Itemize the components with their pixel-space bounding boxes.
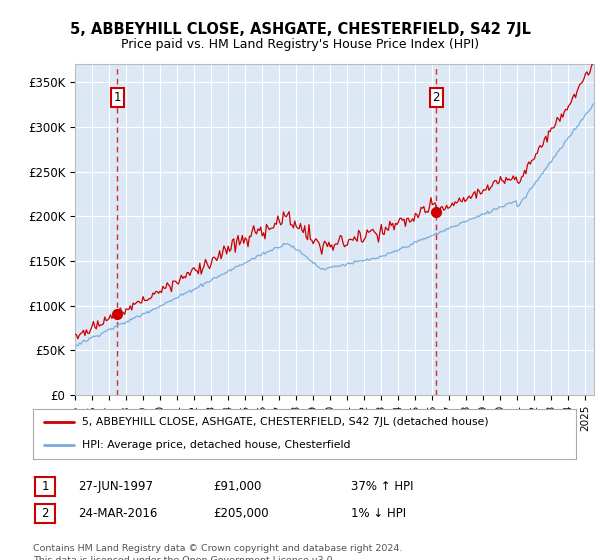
Text: 5, ABBEYHILL CLOSE, ASHGATE, CHESTERFIELD, S42 7JL: 5, ABBEYHILL CLOSE, ASHGATE, CHESTERFIEL… [70, 22, 530, 38]
Text: 1: 1 [113, 91, 121, 104]
Text: 2: 2 [41, 507, 49, 520]
Text: £205,000: £205,000 [213, 507, 269, 520]
Text: £91,000: £91,000 [213, 479, 262, 493]
Text: Contains HM Land Registry data © Crown copyright and database right 2024.
This d: Contains HM Land Registry data © Crown c… [33, 544, 403, 560]
Text: 2: 2 [433, 91, 440, 104]
Text: 27-JUN-1997: 27-JUN-1997 [78, 479, 153, 493]
Text: Price paid vs. HM Land Registry's House Price Index (HPI): Price paid vs. HM Land Registry's House … [121, 38, 479, 51]
Text: 5, ABBEYHILL CLOSE, ASHGATE, CHESTERFIELD, S42 7JL (detached house): 5, ABBEYHILL CLOSE, ASHGATE, CHESTERFIEL… [82, 417, 488, 427]
Text: 1: 1 [41, 479, 49, 493]
Text: 1% ↓ HPI: 1% ↓ HPI [351, 507, 406, 520]
Text: 37% ↑ HPI: 37% ↑ HPI [351, 479, 413, 493]
Text: HPI: Average price, detached house, Chesterfield: HPI: Average price, detached house, Ches… [82, 440, 350, 450]
Text: 24-MAR-2016: 24-MAR-2016 [78, 507, 157, 520]
